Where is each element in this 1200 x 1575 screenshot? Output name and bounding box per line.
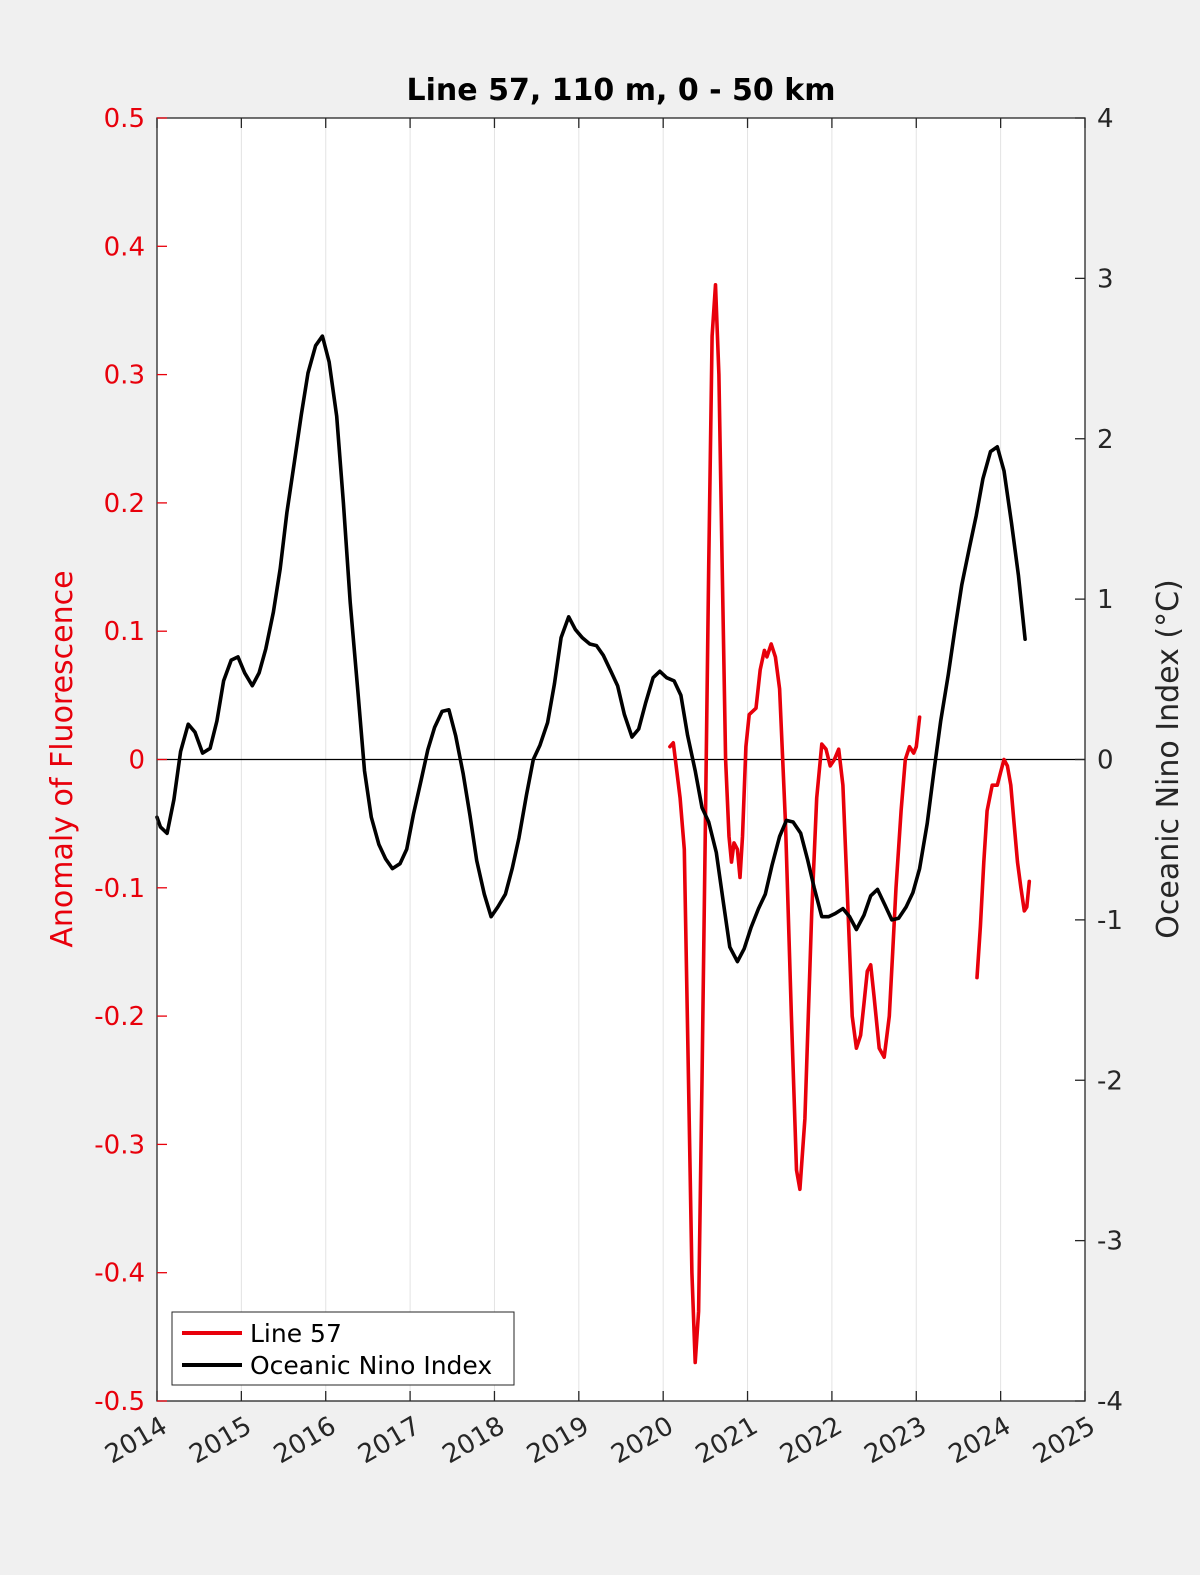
- legend-label-line57: Line 57: [250, 1319, 342, 1348]
- y-tick-label-left: 0.3: [104, 361, 145, 391]
- legend-label-oni: Oceanic Nino Index: [250, 1351, 492, 1380]
- x-tick-label: 2022: [775, 1411, 847, 1470]
- y-tick-label-left: 0.5: [104, 104, 145, 134]
- x-tick-label: 2024: [944, 1411, 1016, 1470]
- x-tick-label: 2016: [269, 1411, 341, 1470]
- y-tick-label-right: 3: [1097, 264, 1114, 294]
- legend: Line 57 Oceanic Nino Index: [171, 1311, 515, 1386]
- y-tick-label-right: 1: [1097, 585, 1114, 615]
- chart-title: Line 57, 110 m, 0 - 50 km: [407, 73, 836, 108]
- y-tick-label-left: -0.3: [94, 1130, 145, 1160]
- x-tick-label: 2019: [522, 1411, 594, 1470]
- y-tick-label-left: -0.2: [94, 1002, 145, 1032]
- y-tick-label-right: 0: [1097, 746, 1114, 776]
- y-tick-label-left: -0.1: [94, 874, 145, 904]
- series-line-line57: [668, 283, 922, 1365]
- x-tick-label: 2020: [606, 1411, 678, 1470]
- x-tick-label: 2023: [859, 1411, 931, 1470]
- y-tick-label-right: -3: [1097, 1227, 1123, 1257]
- y-tick-label-left: 0: [128, 746, 145, 776]
- x-tick-label: 2014: [100, 1411, 172, 1470]
- x-tick-label: 2015: [185, 1411, 257, 1470]
- x-tick-label: 2021: [691, 1411, 763, 1470]
- y-tick-label-left: 0.1: [104, 617, 145, 647]
- y-axis-label-left: Anomaly of Fluorescence: [45, 570, 80, 947]
- y-tick-label-left: -0.5: [94, 1387, 145, 1417]
- series-line-line57: [975, 757, 1032, 980]
- series-layer: [155, 283, 1032, 1365]
- legend-box: [171, 1311, 515, 1386]
- x-tick-label: 2018: [438, 1411, 510, 1470]
- y-tick-label-right: 4: [1097, 104, 1114, 134]
- y-tick-label-right: -4: [1097, 1387, 1123, 1417]
- series-line-oni: [155, 334, 1027, 964]
- y-tick-label-left: -0.4: [94, 1259, 145, 1289]
- y-tick-label-right: 2: [1097, 425, 1114, 455]
- y-axis-label-right: Oceanic Nino Index (°C): [1151, 579, 1186, 939]
- x-tick-label: 2025: [1028, 1411, 1100, 1470]
- y-tick-label-left: 0.2: [104, 489, 145, 519]
- y-tick-label-right: -2: [1097, 1066, 1123, 1096]
- y-tick-label-left: 0.4: [104, 232, 145, 262]
- y-tick-label-right: -1: [1097, 906, 1123, 936]
- x-tick-label: 2017: [353, 1411, 425, 1470]
